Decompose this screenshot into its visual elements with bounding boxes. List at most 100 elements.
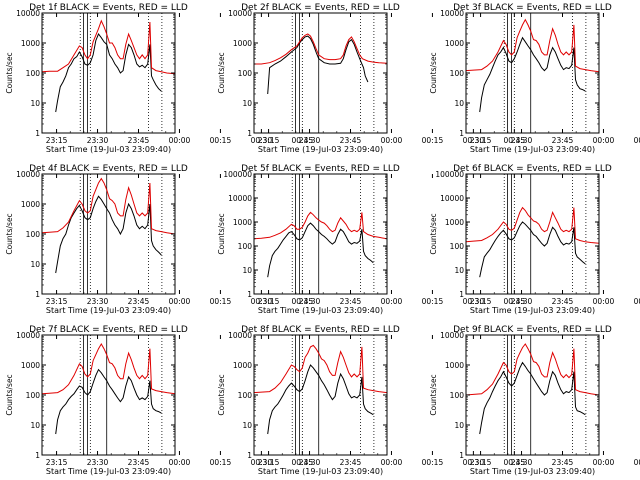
- detector-panel-4: Det 4f BLACK = Events, RED = LLD11010010…: [5, 164, 313, 315]
- y-tick-label: 10000: [440, 331, 464, 340]
- x-tick-label: 00:45: [504, 297, 526, 306]
- x-tick-label: 23:15: [258, 297, 280, 306]
- y-tick-label: 10: [30, 99, 40, 108]
- y-tick-label: 1: [35, 290, 40, 299]
- series-line-lld: [466, 206, 599, 244]
- x-tick-label: 23:15: [46, 297, 68, 306]
- series-line-lld: [42, 177, 175, 235]
- y-tick-label: 10: [30, 260, 40, 269]
- x-tick-label: 00:15: [210, 136, 232, 145]
- panel-title: Det 2f BLACK = Events, RED = LLD: [241, 3, 400, 13]
- detector-panel-8: Det 8f BLACK = Events, RED = LLD11010010…: [217, 325, 525, 476]
- y-tick-label: 1000: [445, 218, 464, 227]
- y-tick-label: 100: [238, 242, 253, 251]
- y-tick-label: 100: [238, 69, 253, 78]
- y-tick-label: 100: [450, 69, 465, 78]
- x-tick-label: 23:45: [340, 297, 362, 306]
- panel-title: Det 5f BLACK = Events, RED = LLD: [241, 164, 400, 174]
- y-tick-label: 1: [459, 290, 464, 299]
- y-tick-label: 100: [238, 391, 253, 400]
- y-tick-label: 10000: [16, 170, 40, 179]
- panel-title: Det 6f BLACK = Events, RED = LLD: [453, 164, 612, 174]
- y-tick-label: 10000: [228, 331, 252, 340]
- y-axis-label: Counts/sec: [217, 213, 226, 254]
- series-line-lld: [466, 343, 599, 396]
- detector-panel-6: Det 6f BLACK = Events, RED = LLD 1 10 100 10…: [429, 164, 640, 315]
- y-tick-label: 1: [247, 290, 252, 299]
- y-tick-label: 1000: [21, 200, 40, 209]
- panel-title: Det 1f BLACK = Events, RED = LLD: [29, 3, 188, 13]
- y-axis-label: Counts/sec: [5, 213, 14, 254]
- y-tick-label: 10000: [16, 331, 40, 340]
- plot-frame: [41, 173, 176, 295]
- x-tick-label: 23:30: [87, 458, 109, 467]
- x-tick-label: 00:15: [422, 458, 444, 467]
- y-tick-label: 100: [26, 230, 41, 239]
- x-tick-label: 00:45: [504, 136, 526, 145]
- y-tick-label: 100: [26, 69, 41, 78]
- x-tick-label: 23:30: [299, 136, 321, 145]
- plot-frame: [41, 334, 176, 456]
- x-tick-label: 23:30: [511, 136, 533, 145]
- series-line-events: [479, 221, 586, 278]
- x-tick-label: 00:30: [463, 458, 485, 467]
- detector-panel-7: Det 7f BLACK = Events, RED = LLD11010010…: [5, 325, 313, 476]
- x-tick-label: 00:30: [463, 136, 485, 145]
- x-tick-label: 23:30: [299, 458, 321, 467]
- y-tick-label: 100: [450, 242, 465, 251]
- x-tick-label: 00:15: [210, 458, 232, 467]
- series-line-lld: [42, 19, 175, 75]
- y-axis-label: Counts/sec: [429, 213, 438, 254]
- plot-frame: [465, 334, 600, 456]
- x-tick-label: 00:30: [251, 297, 273, 306]
- y-tick-label: 100: [26, 391, 41, 400]
- x-tick-label: 00:15: [422, 136, 444, 145]
- detector-panel-3: Det 3f BLACK = Events, RED = LLD 1 10 100 10…: [429, 3, 640, 154]
- y-tick-label: 1000: [233, 218, 252, 227]
- series-line-lld: [254, 344, 387, 394]
- panel-title: Det 3f BLACK = Events, RED = LLD: [453, 3, 612, 13]
- panel-title: Det 9f BLACK = Events, RED = LLD: [453, 325, 612, 335]
- x-tick-label: 23:30: [87, 136, 109, 145]
- y-tick-label: 100000: [223, 170, 252, 179]
- panel-title: Det 4f BLACK = Events, RED = LLD: [29, 164, 188, 174]
- x-tick-label: 00:00: [169, 297, 191, 306]
- y-tick-label: 10: [454, 421, 464, 430]
- detector-panel-2: Det 2f BLACK = Events, RED = LLD 1 10 100 10…: [217, 3, 525, 154]
- y-tick-label: 10000: [440, 194, 464, 203]
- x-tick-label: 23:15: [470, 297, 492, 306]
- x-tick-label: 00:00: [593, 136, 615, 145]
- x-axis-label: Start Time (19-Jul-03 23:09:40): [258, 306, 383, 315]
- y-tick-label: 10000: [228, 9, 252, 18]
- x-tick-label: 00:00: [381, 297, 403, 306]
- y-tick-label: 1: [459, 129, 464, 138]
- y-axis-label: Counts/sec: [217, 52, 226, 93]
- y-tick-label: 10000: [228, 194, 252, 203]
- x-tick-label: 00:15: [634, 297, 640, 306]
- series-line-events: [479, 361, 586, 435]
- x-tick-label: 00:15: [634, 136, 640, 145]
- y-tick-label: 10: [454, 99, 464, 108]
- x-axis-label: Start Time (19-Jul-03 23:09:40): [46, 306, 171, 315]
- series-line-events: [55, 32, 162, 113]
- x-tick-label: 00:00: [381, 458, 403, 467]
- detector-panel-9: Det 9f BLACK = Events, RED = LLD 1 10 100 10…: [429, 325, 640, 476]
- y-tick-label: 10: [454, 266, 464, 275]
- plot-frame: [253, 173, 388, 295]
- y-axis-label: Counts/sec: [429, 374, 438, 415]
- x-tick-label: 00:45: [292, 136, 314, 145]
- x-axis-label: Start Time (19-Jul-03 23:09:40): [258, 467, 383, 476]
- y-axis-label: Counts/sec: [429, 52, 438, 93]
- x-tick-label: 00:00: [169, 458, 191, 467]
- y-tick-label: 1000: [21, 39, 40, 48]
- x-axis-label: Start Time (19-Jul-03 23:09:40): [258, 145, 383, 154]
- y-tick-label: 1000: [445, 39, 464, 48]
- y-axis-label: Counts/sec: [5, 374, 14, 415]
- series-line-lld: [466, 18, 599, 73]
- x-tick-label: 23:45: [340, 136, 362, 145]
- y-tick-label: 10: [242, 99, 252, 108]
- x-tick-label: 23:15: [46, 136, 68, 145]
- x-tick-label: 23:45: [128, 458, 150, 467]
- x-tick-label: 00:00: [381, 136, 403, 145]
- series-line-events: [55, 195, 162, 274]
